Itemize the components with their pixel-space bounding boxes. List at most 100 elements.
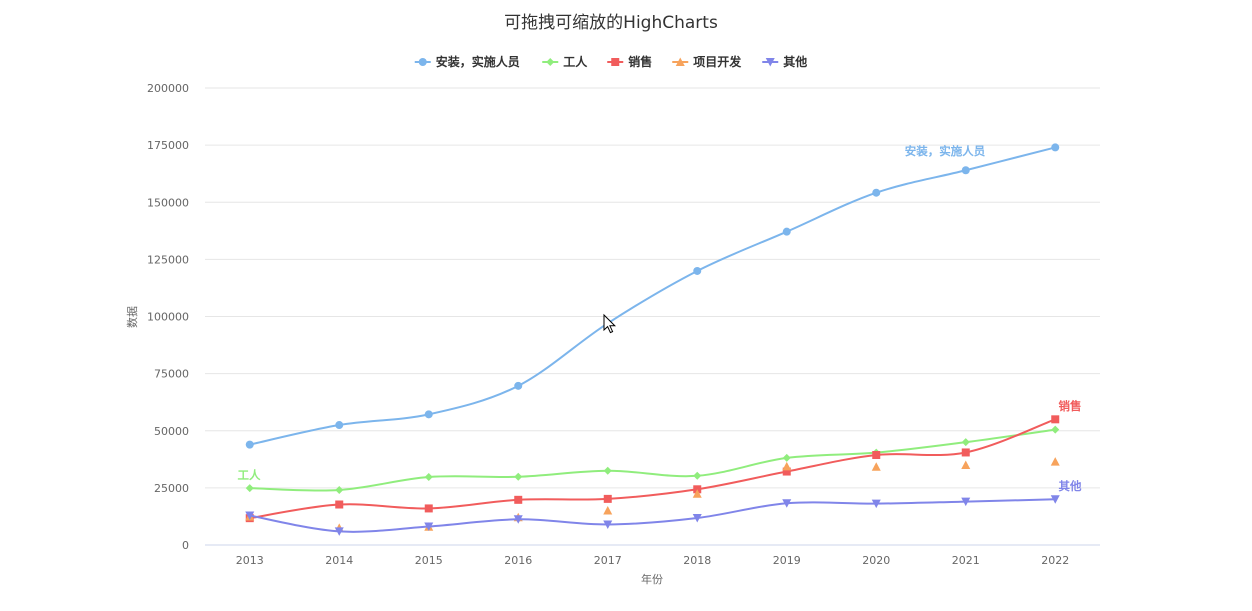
legend-item-2[interactable]: 销售 xyxy=(607,54,652,69)
data-point[interactable] xyxy=(961,166,970,175)
data-point[interactable] xyxy=(514,472,523,481)
series-end-label: 安装，实施人员 xyxy=(905,144,986,158)
y-tick-label: 100000 xyxy=(147,311,189,324)
data-point[interactable] xyxy=(334,527,344,536)
series-end-label: 工人 xyxy=(238,468,261,482)
legend-marker-icon[interactable] xyxy=(675,57,685,67)
data-point[interactable] xyxy=(872,451,881,460)
series-end-label: 销售 xyxy=(1059,399,1082,413)
data-point[interactable] xyxy=(693,266,702,275)
x-tick-label: 2014 xyxy=(325,554,353,567)
x-tick-label: 2020 xyxy=(862,554,890,567)
data-point[interactable] xyxy=(603,494,612,503)
x-tick-label: 2022 xyxy=(1041,554,1069,567)
data-point[interactable] xyxy=(961,497,971,507)
y-tick-label: 200000 xyxy=(147,82,189,95)
series-line[interactable] xyxy=(249,146,1056,446)
x-tick-label: 2018 xyxy=(683,554,711,567)
series-2[interactable] xyxy=(245,415,1060,523)
data-point[interactable] xyxy=(603,319,612,328)
legend-marker-icon[interactable] xyxy=(765,58,775,67)
series-end-label: 其他 xyxy=(1059,479,1082,493)
data-point[interactable] xyxy=(335,421,344,430)
legend-marker-icon[interactable] xyxy=(611,58,620,66)
legend-marker-icon[interactable] xyxy=(418,58,427,66)
data-point[interactable] xyxy=(245,484,254,493)
data-point[interactable] xyxy=(335,486,344,495)
x-tick-label: 2021 xyxy=(952,554,980,567)
data-point[interactable] xyxy=(693,471,702,480)
data-point[interactable] xyxy=(514,381,523,390)
x-tick-label: 2019 xyxy=(773,554,801,567)
legend-item-1[interactable]: 工人 xyxy=(542,54,588,69)
data-point[interactable] xyxy=(514,495,523,504)
data-point[interactable] xyxy=(961,438,970,447)
series-line[interactable] xyxy=(249,418,1056,520)
data-point[interactable] xyxy=(603,466,612,475)
data-point[interactable] xyxy=(603,520,613,529)
data-point[interactable] xyxy=(1051,143,1060,152)
data-point[interactable] xyxy=(424,504,433,513)
legend-item-4[interactable]: 其他 xyxy=(762,54,807,69)
series-line[interactable] xyxy=(249,428,1056,492)
legend[interactable]: 安装，实施人员 工人 销售 项目开发 其他 xyxy=(414,54,808,69)
y-tick-label: 125000 xyxy=(147,253,189,266)
data-point[interactable] xyxy=(424,473,433,482)
y-tick-label: 0 xyxy=(182,539,189,552)
grid-lines xyxy=(205,87,1100,546)
data-point[interactable] xyxy=(871,462,881,471)
data-point[interactable] xyxy=(245,511,255,521)
y-tick-label: 50000 xyxy=(154,425,189,438)
data-point[interactable] xyxy=(245,440,254,449)
series-4[interactable] xyxy=(245,495,1060,536)
data-point[interactable] xyxy=(513,515,523,524)
data-point[interactable] xyxy=(782,227,791,236)
legend-marker-icon[interactable] xyxy=(546,58,555,66)
data-point[interactable] xyxy=(1050,457,1060,466)
data-point[interactable] xyxy=(692,489,702,498)
series-1[interactable] xyxy=(245,425,1060,495)
data-point[interactable] xyxy=(692,514,702,523)
data-point[interactable] xyxy=(872,188,881,197)
y-tick-label: 150000 xyxy=(147,196,189,209)
y-tick-label: 175000 xyxy=(147,139,189,152)
data-point[interactable] xyxy=(961,460,971,470)
legend-label[interactable]: 工人 xyxy=(563,54,588,69)
data-point[interactable] xyxy=(782,499,792,508)
legend-label[interactable]: 销售 xyxy=(628,54,652,69)
data-point[interactable] xyxy=(424,522,434,531)
series-0[interactable] xyxy=(245,143,1060,449)
data-point[interactable] xyxy=(1051,425,1060,434)
x-tick-label: 2017 xyxy=(594,554,622,567)
y-axis-title: 数据 xyxy=(125,306,139,328)
legend-label[interactable]: 项目开发 xyxy=(693,54,742,69)
x-tick-label: 2013 xyxy=(236,554,264,567)
series-line[interactable] xyxy=(249,498,1056,533)
y-tick-label: 75000 xyxy=(154,368,189,381)
chart-title: 可拖拽可缩放的HighCharts xyxy=(504,13,718,33)
data-point[interactable] xyxy=(782,453,791,462)
data-point[interactable] xyxy=(1051,415,1060,424)
legend-label[interactable]: 其他 xyxy=(783,54,807,69)
data-point[interactable] xyxy=(603,505,613,515)
y-axis-ticks: 0 25000 50000 75000 100000 125000 150000 175000… xyxy=(147,82,189,552)
legend-label[interactable]: 安装，实施人员 xyxy=(436,54,520,69)
legend-item-0[interactable]: 安装，实施人员 xyxy=(414,54,520,69)
legend-item-3[interactable]: 项目开发 xyxy=(672,54,742,69)
x-axis-ticks: 2013 2014 2015 2016 2017 2018 2019 2020 2021 2022 xyxy=(236,554,1070,567)
data-point[interactable] xyxy=(961,448,970,457)
x-tick-label: 2015 xyxy=(415,554,443,567)
y-tick-label: 25000 xyxy=(154,482,189,495)
data-point[interactable] xyxy=(782,467,791,476)
data-point[interactable] xyxy=(1050,495,1060,504)
series-group[interactable] xyxy=(245,143,1060,536)
data-point[interactable] xyxy=(782,461,792,471)
data-point[interactable] xyxy=(335,500,344,509)
data-point[interactable] xyxy=(871,499,881,509)
x-axis-title: 年份 xyxy=(641,572,663,586)
x-tick-label: 2016 xyxy=(504,554,532,567)
data-point[interactable] xyxy=(424,410,433,419)
